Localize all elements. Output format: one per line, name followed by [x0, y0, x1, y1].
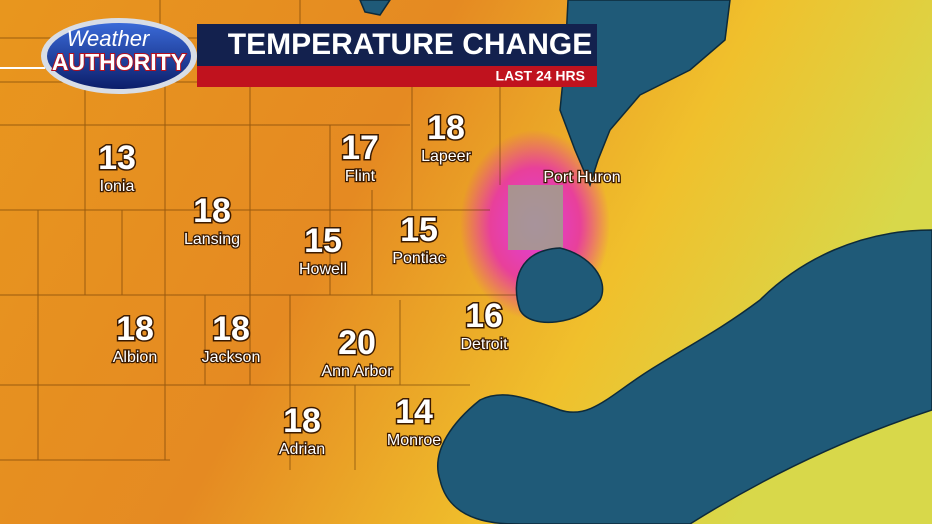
city-name: Howell [299, 261, 347, 278]
lake-erie [437, 229, 932, 524]
city-name: Adrian [279, 441, 325, 458]
city-name: Ann Arbor [321, 363, 393, 380]
bay [359, 0, 391, 16]
city-name: Albion [113, 349, 157, 366]
subtitle: LAST 24 HRS [496, 68, 585, 84]
city-value: 18 [283, 402, 321, 440]
city-value: 16 [465, 297, 503, 335]
water [359, 0, 932, 524]
city-value: 17 [341, 129, 379, 167]
place-label: Port Huron [543, 169, 620, 186]
logo [47, 23, 191, 89]
city-name: Pontiac [392, 250, 445, 267]
city-name: Ionia [100, 178, 135, 195]
logo-bottom: AUTHORITY [52, 49, 186, 75]
city-name: Jackson [202, 349, 261, 366]
city-value: 20 [338, 324, 376, 362]
city-value: 15 [304, 222, 342, 260]
city-name: Flint [345, 168, 376, 185]
subtitle-bar [197, 66, 597, 87]
city-value: 18 [427, 109, 465, 147]
logo-top: Weather [67, 26, 151, 51]
city-value: 18 [193, 192, 231, 230]
title: TEMPERATURE CHANGE [228, 28, 592, 61]
urban-area [508, 185, 563, 250]
city-value: 18 [212, 310, 250, 348]
city-value: 14 [395, 393, 433, 431]
city-name: Detroit [460, 336, 508, 353]
city-value: 18 [116, 310, 154, 348]
lake-st-clair [515, 247, 604, 323]
city-name: Lapeer [421, 148, 471, 165]
city-name: Lansing [184, 231, 240, 248]
title-bar [197, 24, 597, 66]
city-name: Monroe [387, 432, 441, 449]
city-value: 13 [98, 139, 136, 177]
lake-huron [559, 0, 731, 188]
city-value: 15 [400, 211, 438, 249]
